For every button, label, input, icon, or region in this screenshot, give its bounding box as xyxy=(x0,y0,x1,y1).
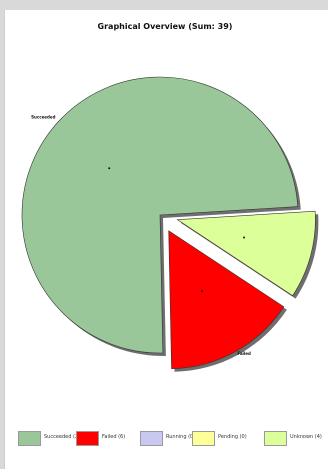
legend-label: Running (0) xyxy=(166,434,196,440)
legend-swatch xyxy=(192,431,215,446)
legend-swatch xyxy=(140,431,163,446)
pie-label-failed: Failed xyxy=(237,351,251,356)
pie-slice-unknown xyxy=(176,210,316,297)
legend-swatch xyxy=(76,431,99,446)
legend-label: Pending (0) xyxy=(218,434,247,440)
slice-center-mark-1 xyxy=(201,290,204,293)
legend-swatch xyxy=(18,431,41,446)
pie-slice-succeeded xyxy=(21,76,299,354)
chart-legend: Succeeded (29) Failed (6) Running (0) Pendi… xyxy=(0,431,328,453)
pie-slices xyxy=(21,76,319,372)
legend-swatch xyxy=(264,431,287,446)
pie-label-succeeded: Succeeded xyxy=(31,115,55,120)
legend-label: Succeeded (29) xyxy=(44,434,84,440)
pie-labels: Failed Succeeded xyxy=(31,115,251,357)
legend-label: Unknown (4) xyxy=(290,434,322,440)
pie-slice-failed xyxy=(168,230,285,370)
slice-center-mark-4 xyxy=(243,236,246,239)
legend-label: Failed (6) xyxy=(102,434,126,440)
slice-center-mark-0 xyxy=(108,167,111,170)
chart-title: Graphical Overview (Sum: 39) xyxy=(97,22,233,31)
